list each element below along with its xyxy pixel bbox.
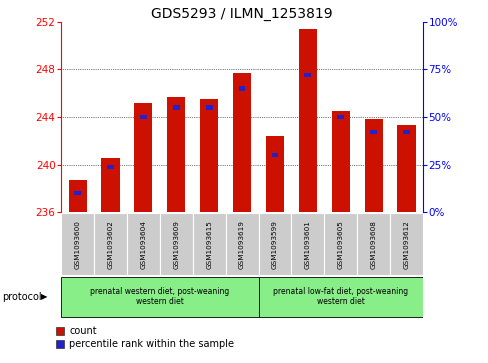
FancyBboxPatch shape (291, 213, 324, 275)
Bar (364, 119, 382, 212)
Bar (304, 73, 311, 77)
Text: GSM1093604: GSM1093604 (140, 220, 146, 269)
Text: GSM1093601: GSM1093601 (304, 220, 310, 269)
Text: GSM1093612: GSM1093612 (403, 220, 408, 269)
Text: GSM1093615: GSM1093615 (206, 220, 212, 269)
Text: GSM1093599: GSM1093599 (271, 220, 277, 269)
FancyBboxPatch shape (258, 213, 291, 275)
Title: GDS5293 / ILMN_1253819: GDS5293 / ILMN_1253819 (151, 7, 332, 21)
Text: GSM1093600: GSM1093600 (75, 220, 81, 269)
FancyBboxPatch shape (61, 277, 258, 317)
Text: GSM1093608: GSM1093608 (370, 220, 376, 269)
Text: prenatal western diet, post-weaning
western diet: prenatal western diet, post-weaning west… (90, 287, 229, 306)
Text: prenatal low-fat diet, post-weaning
western diet: prenatal low-fat diet, post-weaning west… (273, 287, 407, 306)
Bar (101, 158, 119, 212)
Text: ▶: ▶ (41, 292, 47, 301)
Text: protocol: protocol (2, 292, 42, 302)
Bar (271, 153, 278, 157)
Bar (68, 180, 86, 212)
Bar (397, 125, 415, 212)
Bar (232, 73, 251, 212)
FancyBboxPatch shape (192, 213, 225, 275)
Bar (107, 164, 114, 169)
Bar (140, 115, 146, 119)
FancyBboxPatch shape (61, 213, 94, 275)
FancyBboxPatch shape (94, 213, 127, 275)
FancyBboxPatch shape (356, 213, 389, 275)
FancyBboxPatch shape (127, 213, 160, 275)
Bar (402, 130, 409, 134)
Bar (238, 86, 245, 90)
Bar (200, 99, 218, 212)
Bar (337, 115, 344, 119)
Bar (167, 97, 185, 212)
Text: GSM1093602: GSM1093602 (107, 220, 113, 269)
FancyBboxPatch shape (324, 213, 356, 275)
Text: GSM1093619: GSM1093619 (239, 220, 244, 269)
Bar (265, 136, 284, 212)
Bar (331, 111, 349, 212)
Text: GSM1093609: GSM1093609 (173, 220, 179, 269)
FancyBboxPatch shape (258, 277, 422, 317)
Bar (205, 106, 212, 110)
Legend: count, percentile rank within the sample: count, percentile rank within the sample (54, 324, 236, 351)
Bar (172, 106, 179, 110)
FancyBboxPatch shape (225, 213, 258, 275)
FancyBboxPatch shape (160, 213, 192, 275)
Text: GSM1093605: GSM1093605 (337, 220, 343, 269)
FancyBboxPatch shape (389, 213, 422, 275)
Bar (298, 29, 316, 212)
Bar (369, 130, 376, 134)
Bar (134, 103, 152, 212)
Bar (74, 191, 81, 195)
